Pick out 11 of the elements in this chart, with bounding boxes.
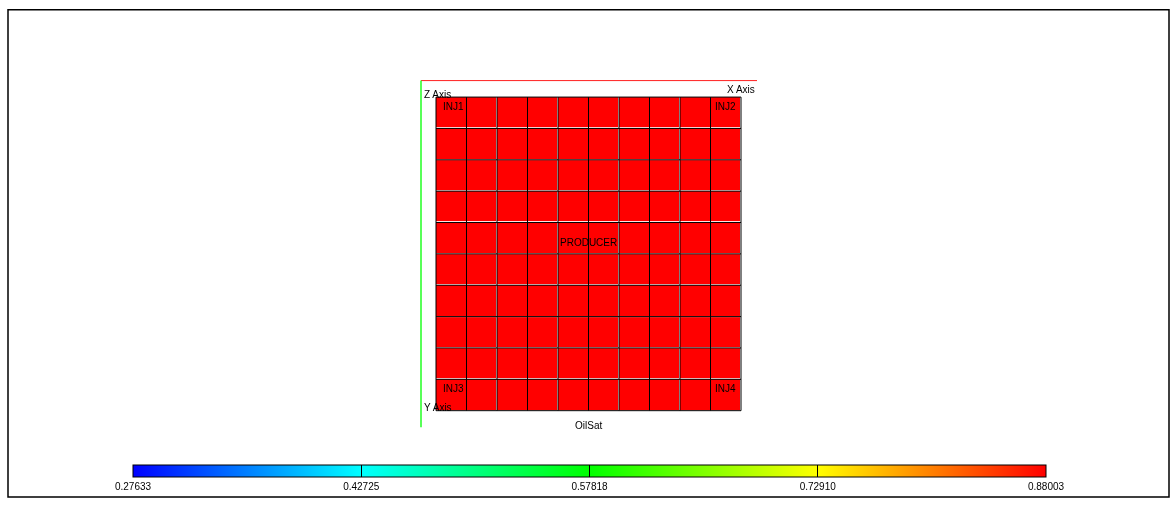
color-bar-label: 0.42725	[343, 481, 380, 492]
annotation: INJ1	[443, 101, 464, 112]
color-bar-label: 0.27633	[114, 481, 152, 492]
color-bar-title: OilSat	[575, 420, 603, 431]
annotation: INJ3	[443, 383, 464, 394]
color-bar-label: 0.88003	[1027, 481, 1065, 492]
x-axis-title: X Axis	[727, 84, 755, 95]
color-bar-label: 0.72910	[799, 481, 837, 492]
annotation: INJ2	[715, 101, 736, 112]
color-bar-label: 0.57818	[571, 481, 609, 492]
annotation: INJ4	[715, 383, 736, 394]
